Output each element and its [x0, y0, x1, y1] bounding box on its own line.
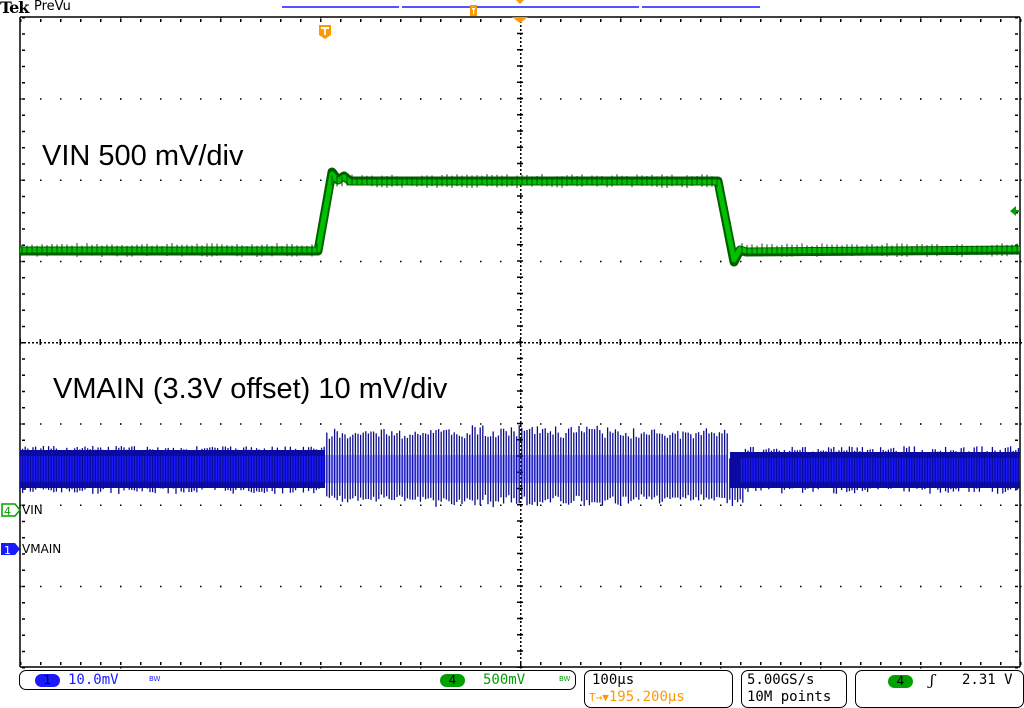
ch1-name-label: VMAIN [22, 542, 62, 556]
trigger-t-icon [319, 25, 331, 39]
ch1-waveform [19, 425, 1020, 508]
trigger-position: T→▼195.200µs [589, 689, 685, 705]
brand-logo: Tek [0, 0, 29, 17]
ch4-marker[interactable]: 4 [1, 503, 21, 518]
ch1-marker[interactable]: 1 [1, 543, 20, 557]
record-view-bar [282, 0, 760, 16]
sample-rate: 5.00GS/s [747, 672, 815, 688]
ch1-bandwidth-limit-icon: BW [149, 675, 161, 683]
trigger-position-value[interactable]: 195.200µs [608, 689, 685, 705]
trigger-panel[interactable]: 4 ʃ 2.31 V [855, 670, 1024, 708]
timebase-scale[interactable]: 100µs [592, 672, 635, 688]
vmain-annotation: VMAIN (3.3V offset) 10 mV/div [53, 373, 448, 405]
trigger-source-badge[interactable]: 4 [888, 675, 913, 688]
horizontal-settings-panel[interactable]: 100µs T→▼195.200µs [584, 670, 733, 708]
ch4-scale[interactable]: 500mV [483, 672, 526, 688]
ch4-marker-number: 4 [4, 505, 11, 518]
trigger-level-arrow[interactable] [1010, 206, 1020, 216]
trigger-position-marker[interactable] [512, 17, 528, 23]
ch4-badge[interactable]: 4 [440, 674, 465, 687]
acquisition-mode: PreVu [34, 0, 71, 14]
vertical-settings-panel[interactable]: 1 10.0mV BW 4 500mV BW [19, 670, 576, 690]
acquisition-panel[interactable]: 5.00GS/s 10M points [741, 670, 847, 708]
ch4-bandwidth-limit-icon: BW [559, 675, 571, 683]
ch4-name-label: VIN [22, 503, 43, 517]
rising-edge-icon[interactable]: ʃ [930, 671, 935, 689]
trigger-level[interactable]: 2.31 V [962, 672, 1013, 688]
graticule [19, 16, 1022, 669]
trigger-position-icon: T→▼ [589, 691, 609, 704]
ch4-waveform [20, 167, 1021, 267]
vin-annotation: VIN 500 mV/div [42, 140, 244, 172]
record-length: 10M points [747, 689, 832, 705]
ch1-marker-number: 1 [4, 544, 11, 557]
ch1-scale[interactable]: 10.0mV [68, 672, 119, 688]
ch1-badge[interactable]: 1 [35, 674, 60, 687]
